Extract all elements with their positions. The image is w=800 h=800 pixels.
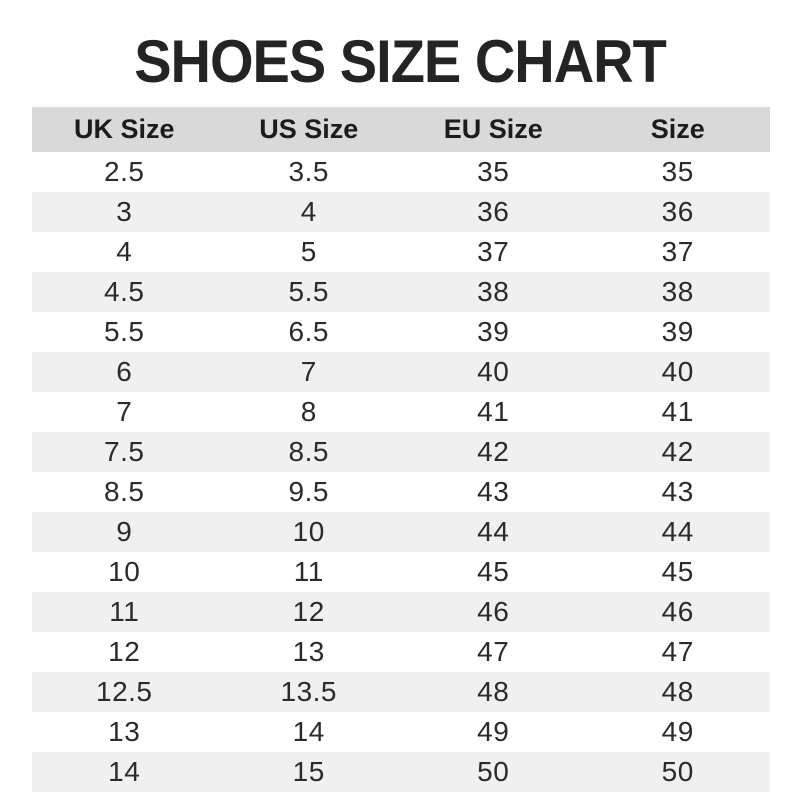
- size-cell: 6.5: [216, 312, 401, 352]
- table-row: 7 8 41 41: [32, 392, 770, 432]
- size-cell: 8: [216, 392, 401, 432]
- size-cell: 9: [32, 512, 217, 552]
- size-cell: 3.5: [216, 152, 401, 192]
- table-row: 13 14 49 49: [32, 712, 770, 752]
- size-cell: 12.5: [32, 672, 217, 712]
- size-cell: 39: [585, 312, 770, 352]
- size-table-header-row: UK Size US Size EU Size Size: [32, 107, 770, 152]
- table-row: 7.5 8.5 42 42: [32, 432, 770, 472]
- size-cell: 43: [401, 472, 586, 512]
- size-cell: 45: [401, 552, 586, 592]
- table-row: 9 10 44 44: [32, 512, 770, 552]
- size-cell: 6: [32, 352, 217, 392]
- table-row: 4 5 37 37: [32, 232, 770, 272]
- size-cell: 49: [585, 712, 770, 752]
- size-cell: 45: [585, 552, 770, 592]
- size-cell: 48: [585, 672, 770, 712]
- column-header: US Size: [216, 107, 401, 152]
- size-cell: 14: [216, 712, 401, 752]
- table-row: 11 12 46 46: [32, 592, 770, 632]
- table-row: 8.5 9.5 43 43: [32, 472, 770, 512]
- size-cell: 36: [401, 192, 586, 232]
- size-cell: 35: [401, 152, 586, 192]
- size-cell: 10: [216, 512, 401, 552]
- size-cell: 5.5: [216, 272, 401, 312]
- size-cell: 7: [32, 392, 217, 432]
- size-cell: 7: [216, 352, 401, 392]
- size-cell: 48: [401, 672, 586, 712]
- size-cell: 42: [401, 432, 586, 472]
- size-cell: 8.5: [216, 432, 401, 472]
- table-row: 6 7 40 40: [32, 352, 770, 392]
- size-cell: 4: [216, 192, 401, 232]
- table-row: 2.5 3.5 35 35: [32, 152, 770, 192]
- size-cell: 9.5: [216, 472, 401, 512]
- size-cell: 39: [401, 312, 586, 352]
- column-header: Size: [585, 107, 770, 152]
- size-cell: 46: [401, 592, 586, 632]
- size-cell: 37: [585, 232, 770, 272]
- size-cell: 35: [585, 152, 770, 192]
- size-cell: 13: [216, 632, 401, 672]
- size-cell: 15: [216, 752, 401, 792]
- page-title: SHOES SIZE CHART: [134, 27, 667, 96]
- size-cell: 50: [585, 752, 770, 792]
- table-row: 5.5 6.5 39 39: [32, 312, 770, 352]
- size-cell: 5.5: [32, 312, 217, 352]
- size-cell: 50: [401, 752, 586, 792]
- size-table: UK Size US Size EU Size Size 2.5 3.5 35 35 3 4 36…: [32, 107, 770, 792]
- size-cell: 4.5: [32, 272, 217, 312]
- size-cell: 40: [401, 352, 586, 392]
- size-cell: 41: [585, 392, 770, 432]
- size-cell: 43: [585, 472, 770, 512]
- size-cell: 47: [401, 632, 586, 672]
- size-cell: 7.5: [32, 432, 217, 472]
- size-cell: 12: [216, 592, 401, 632]
- column-header: EU Size: [401, 107, 586, 152]
- size-cell: 13: [32, 712, 217, 752]
- size-cell: 42: [585, 432, 770, 472]
- size-cell: 41: [401, 392, 586, 432]
- size-cell: 46: [585, 592, 770, 632]
- size-cell: 4: [32, 232, 217, 272]
- table-row: 3 4 36 36: [32, 192, 770, 232]
- size-cell: 38: [585, 272, 770, 312]
- size-cell: 49: [401, 712, 586, 752]
- size-cell: 11: [32, 592, 217, 632]
- size-table-head: UK Size US Size EU Size Size: [32, 107, 770, 152]
- size-cell: 10: [32, 552, 217, 592]
- size-cell: 3: [32, 192, 217, 232]
- size-chart-table: UK Size US Size EU Size Size 2.5 3.5 35 35 3 4 36…: [32, 107, 770, 792]
- size-cell: 11: [216, 552, 401, 592]
- size-cell: 12: [32, 632, 217, 672]
- table-row: 14 15 50 50: [32, 752, 770, 792]
- table-row: 4.5 5.5 38 38: [32, 272, 770, 312]
- size-cell: 37: [401, 232, 586, 272]
- size-cell: 8.5: [32, 472, 217, 512]
- size-cell: 47: [585, 632, 770, 672]
- size-cell: 44: [401, 512, 586, 552]
- size-cell: 36: [585, 192, 770, 232]
- size-cell: 2.5: [32, 152, 217, 192]
- column-header: UK Size: [32, 107, 217, 152]
- size-cell: 5: [216, 232, 401, 272]
- size-cell: 44: [585, 512, 770, 552]
- table-row: 12 13 47 47: [32, 632, 770, 672]
- size-cell: 38: [401, 272, 586, 312]
- size-cell: 14: [32, 752, 217, 792]
- size-cell: 13.5: [216, 672, 401, 712]
- size-table-body: 2.5 3.5 35 35 3 4 36 36 4 5 37 37 4.5 5.5 38 38 5.5 6.5 39…: [32, 152, 770, 792]
- size-cell: 40: [585, 352, 770, 392]
- table-row: 12.5 13.5 48 48: [32, 672, 770, 712]
- table-row: 10 11 45 45: [32, 552, 770, 592]
